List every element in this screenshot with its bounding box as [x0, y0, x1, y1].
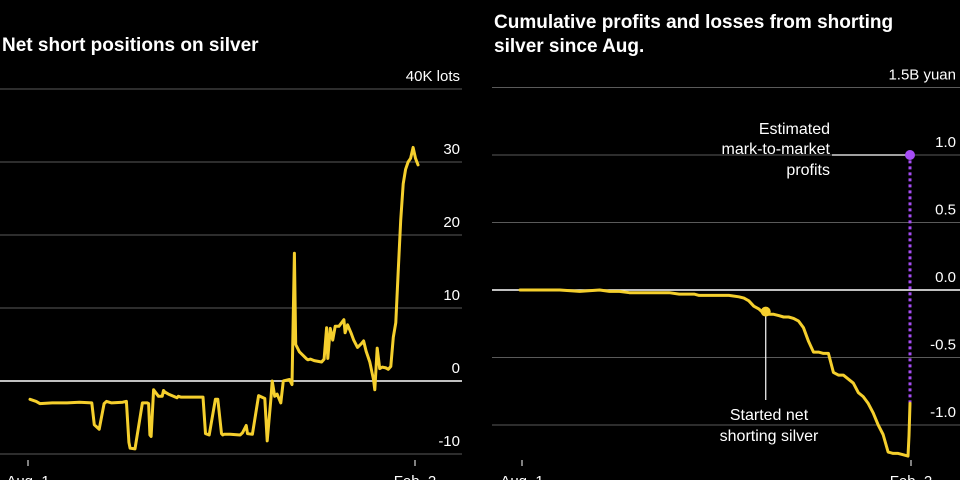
profit-marker: [905, 150, 915, 160]
right-ytick-label: 0.0: [935, 269, 956, 286]
left-ytick-label: 20: [443, 214, 460, 231]
right-xtick-label: Aug. 1: [500, 473, 543, 480]
left-chart-title: Net short positions on silver: [2, 35, 259, 56]
left-ytick-label: -10: [438, 433, 460, 450]
pnl-chart: -1.0 -0.5 0.0 0.5 1.0 1.5B yuan Aug. 1 Feb. 2 Es…: [492, 67, 960, 480]
start-annotation-line: Started net: [730, 407, 809, 424]
start-annotation-line: shorting silver: [720, 428, 819, 445]
right-ytick-label: 0.5: [935, 202, 956, 219]
profit-annotation-line: mark-to-market: [722, 141, 831, 158]
left-ytick-label: 30: [443, 141, 460, 158]
right-ytick-label: 1.0: [935, 134, 956, 151]
profit-annotation-line: profits: [786, 162, 830, 179]
profit-annotation-line: Estimated: [759, 121, 830, 138]
left-ytick-label: 10: [443, 287, 460, 304]
right-ytick-label: -0.5: [930, 337, 956, 354]
left-unit-label: 40K lots: [406, 68, 460, 85]
right-chart-title: Cumulative profits and losses from short…: [494, 12, 894, 57]
right-unit-label: 1.5B yuan: [888, 67, 956, 84]
left-series-line-1: [384, 145, 420, 371]
pnl-series-line: [518, 288, 912, 458]
start-marker: [760, 306, 771, 317]
net-short-chart: -10 0 10 20 30 40K lots Aug. 1 Feb. 2: [0, 68, 462, 480]
right-ytick-label: -1.0: [930, 404, 956, 421]
left-series-line-0: [28, 251, 388, 451]
left-ytick-label: 0: [452, 360, 460, 377]
left-xtick-label: Feb. 2: [394, 473, 437, 480]
left-xtick-label: Aug. 1: [6, 473, 49, 480]
right-xtick-label: Feb. 2: [890, 473, 933, 480]
